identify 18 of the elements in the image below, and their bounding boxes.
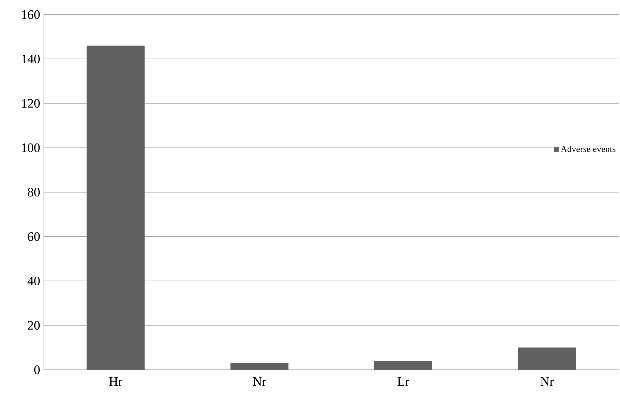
bar [86,46,145,370]
y-tick-label: 100 [22,144,40,152]
y-tick-label: 0 [34,366,40,374]
y-tick-label: 140 [22,54,40,64]
x-tick-label: Nr [253,378,266,386]
bar [518,348,576,370]
y-tick-label: 20 [28,321,40,330]
y-tick-label: 120 [22,99,40,108]
bar [230,363,289,370]
y-tick-label: 60 [28,232,40,242]
y-tick-label: 160 [22,10,40,20]
bar [374,361,432,370]
x-tick-label: Lr [398,378,410,386]
legend-label: Adverse events [561,146,616,152]
y-tick-label: 80 [28,188,40,197]
x-tick-label: Hr [109,378,123,386]
y-tick-label: 40 [28,276,40,286]
x-tick-label: Nr [540,378,554,386]
